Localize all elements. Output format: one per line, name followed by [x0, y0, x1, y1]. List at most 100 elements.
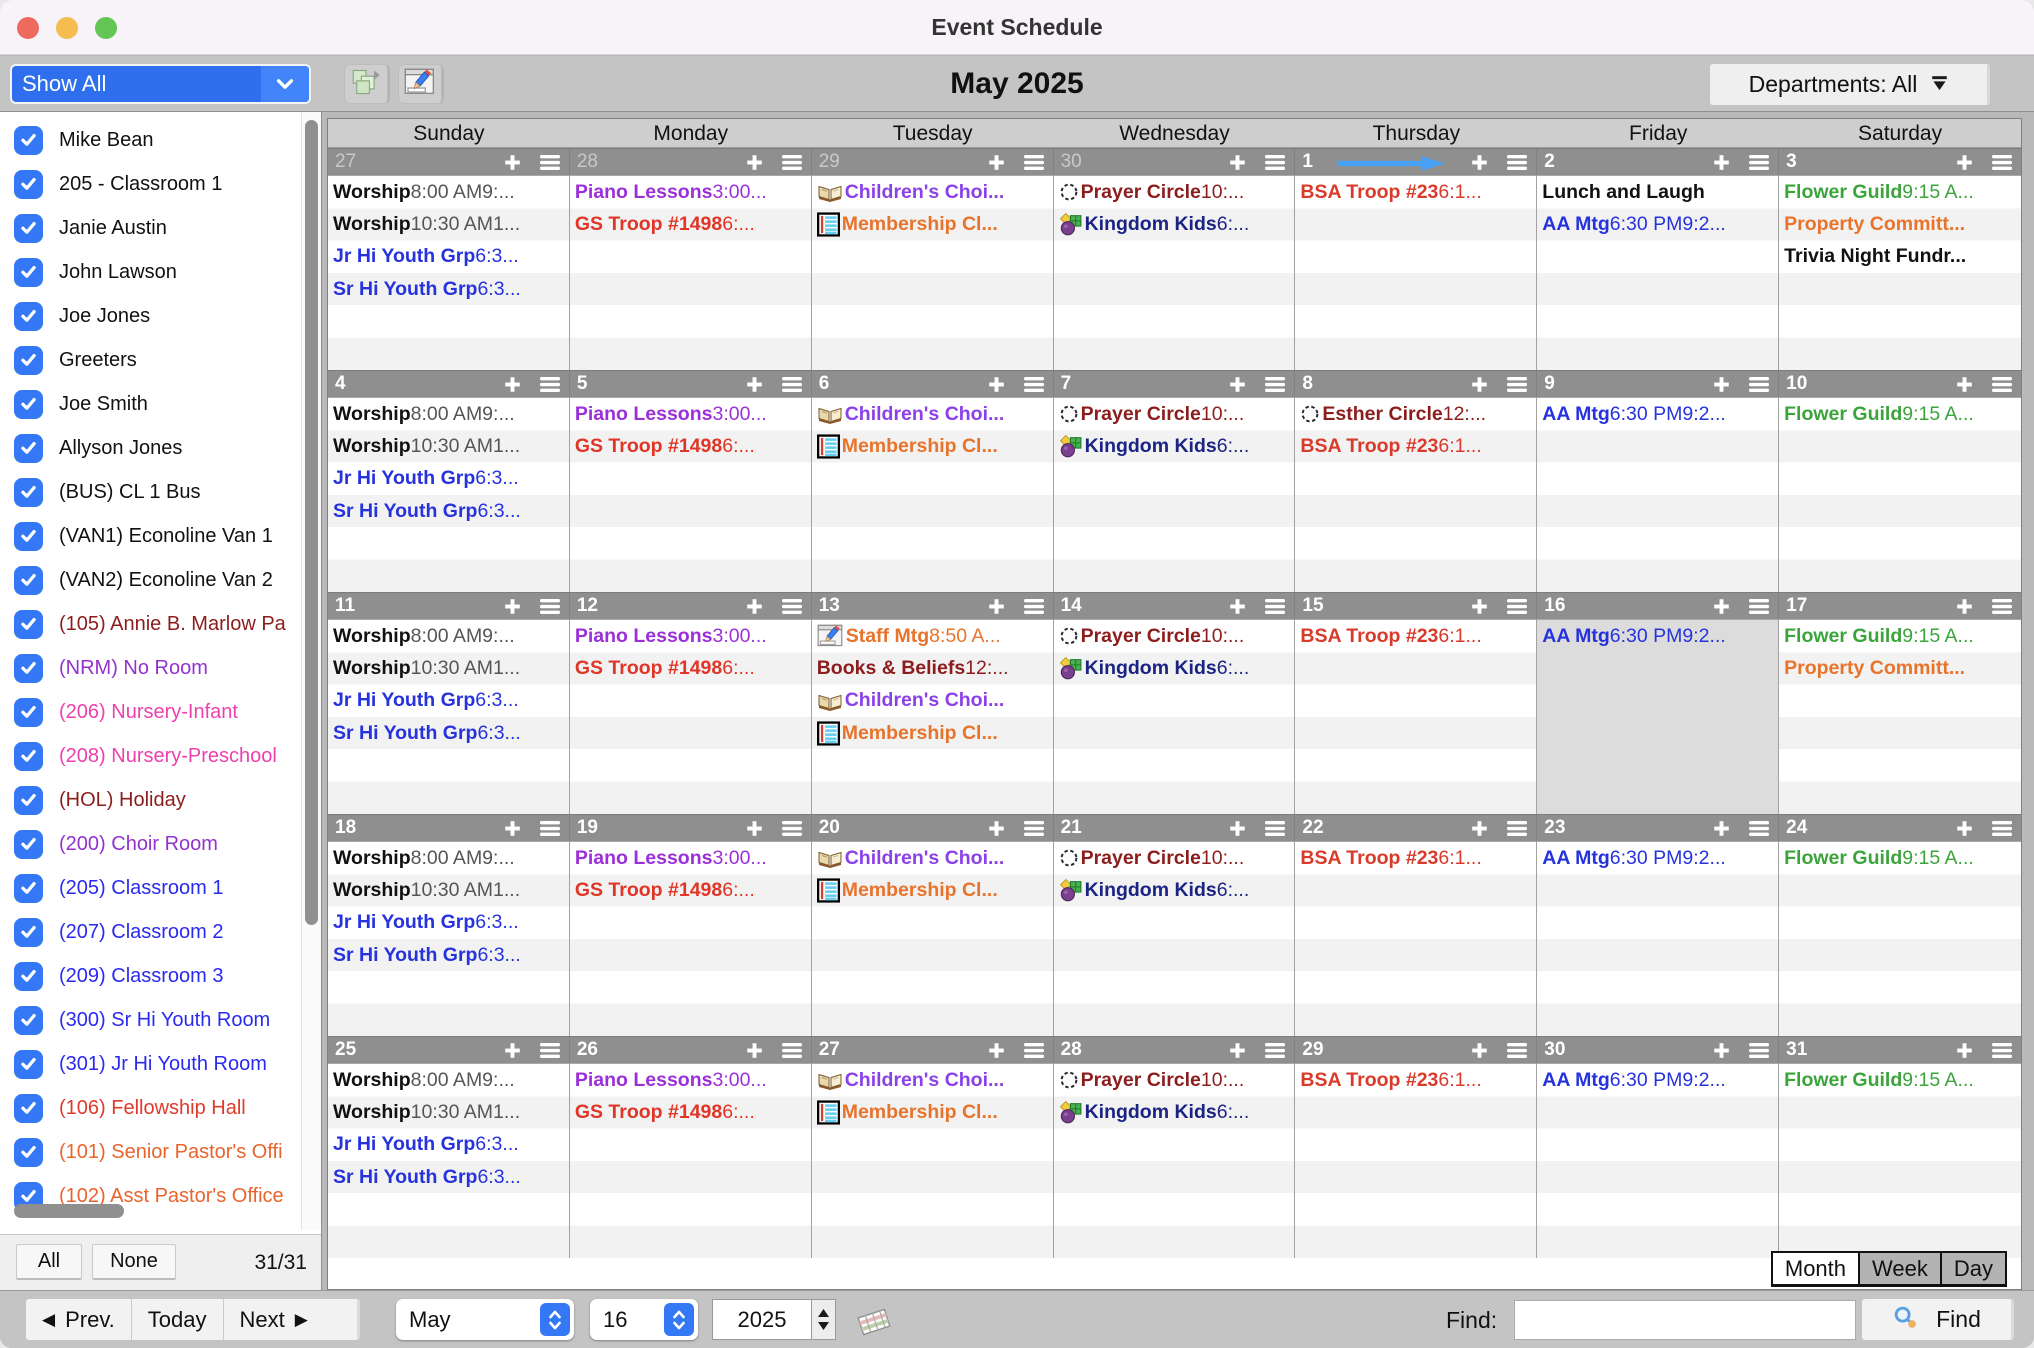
sidebar-item[interactable]: (200) Choir Room	[0, 822, 301, 866]
day-menu-button[interactable]	[1507, 1042, 1528, 1058]
event[interactable]: AA Mtg 6:30 PM9:2...	[1537, 208, 1778, 240]
find-input[interactable]	[1514, 1300, 1856, 1340]
day-cell[interactable]: Worship 8:00 AM9:... Worship 10:30 AM1... Jr…	[328, 842, 570, 1036]
day-cell[interactable]: Worship 8:00 AM9:... Worship 10:30 AM1... Jr…	[328, 176, 570, 370]
checkbox-checked[interactable]	[14, 565, 43, 595]
sidebar-item[interactable]: Allyson Jones	[0, 426, 301, 470]
event[interactable]: Worship 10:30 AM1...	[328, 208, 569, 240]
add-event-button[interactable]	[1713, 376, 1730, 393]
add-event-button[interactable]	[504, 154, 521, 171]
event[interactable]: Children's Choi...	[812, 398, 1053, 430]
day-cell[interactable]: BSA Troop #23 6:1...	[1295, 620, 1538, 814]
event[interactable]: Prayer Circle 10:...	[1054, 620, 1295, 652]
zoom-button[interactable]	[95, 17, 117, 39]
day-cell[interactable]: BSA Troop #23 6:1...	[1295, 1064, 1538, 1258]
sidebar-item[interactable]: (207) Classroom 2	[0, 910, 301, 954]
add-event-button[interactable]	[1471, 820, 1488, 837]
day-cell[interactable]: Piano Lessons 3:00... GS Troop #1498 6:...	[569, 398, 812, 592]
day-menu-button[interactable]	[1507, 820, 1528, 836]
event[interactable]: Kingdom Kids 6:...	[1054, 208, 1295, 240]
prev-button[interactable]: ◀ Prev.	[26, 1299, 132, 1340]
day-cell[interactable]: Flower Guild 9:15 A... Property Committ...…	[1779, 176, 2021, 370]
checkbox-checked[interactable]	[14, 961, 43, 991]
event[interactable]: AA Mtg 6:30 PM9:2...	[1537, 620, 1778, 652]
event[interactable]: Piano Lessons 3:00...	[570, 842, 811, 874]
day-menu-button[interactable]	[1023, 598, 1044, 614]
add-event-button[interactable]	[988, 154, 1005, 171]
event[interactable]: Sr Hi Youth Grp 6:3...	[328, 717, 569, 749]
find-button[interactable]: Find	[1862, 1299, 2014, 1340]
day-cell[interactable]: Lunch and Laugh AA Mtg 6:30 PM9:2...	[1537, 176, 1780, 370]
day-menu-button[interactable]	[539, 598, 560, 614]
day-menu-button[interactable]	[1992, 154, 2012, 170]
day-cell[interactable]: Children's Choi... Membership Cl...	[811, 1064, 1054, 1258]
today-button[interactable]: Today	[132, 1299, 224, 1340]
sidebar-item[interactable]: (206) Nursery-Infant	[0, 690, 301, 734]
checkbox-checked[interactable]	[14, 609, 43, 639]
add-event-button[interactable]	[988, 598, 1005, 615]
day-select[interactable]: 16	[590, 1299, 698, 1340]
chevron-down-icon[interactable]	[261, 66, 309, 102]
day-menu-button[interactable]	[539, 820, 560, 836]
sidebar-item[interactable]: (BUS) CL 1 Bus	[0, 470, 301, 514]
day-cell[interactable]: Piano Lessons 3:00... GS Troop #1498 6:...	[569, 620, 812, 814]
event[interactable]: GS Troop #1498 6:...	[570, 874, 811, 906]
event[interactable]: Children's Choi...	[812, 842, 1053, 874]
event[interactable]: Kingdom Kids 6:...	[1054, 652, 1295, 684]
day-cell[interactable]: Children's Choi... Membership Cl...	[811, 398, 1054, 592]
sidebar-vertical-scrollbar[interactable]	[301, 112, 321, 1230]
edit-event-button[interactable]	[398, 64, 444, 104]
day-menu-button[interactable]	[1023, 820, 1044, 836]
event[interactable]: Trivia Night Fundr...	[1779, 241, 2021, 273]
day-menu-button[interactable]	[1265, 598, 1286, 614]
event[interactable]: Membership Cl...	[812, 717, 1053, 749]
day-menu-button[interactable]	[1507, 598, 1528, 614]
event[interactable]: Lunch and Laugh	[1537, 176, 1778, 208]
event[interactable]: Piano Lessons 3:00...	[570, 620, 811, 652]
sidebar-item[interactable]: (101) Senior Pastor's Offi	[0, 1130, 301, 1174]
checkbox-checked[interactable]	[14, 917, 43, 947]
event[interactable]: Jr Hi Youth Grp 6:3...	[328, 1129, 569, 1161]
day-menu-button[interactable]	[539, 376, 560, 392]
day-menu-button[interactable]	[1749, 376, 1770, 392]
checkbox-checked[interactable]	[14, 257, 43, 287]
minimize-button[interactable]	[56, 17, 78, 39]
day-cell[interactable]: Esther Circle 12:... BSA Troop #23 6:1...	[1295, 398, 1538, 592]
event[interactable]: BSA Troop #23 6:1...	[1295, 430, 1536, 462]
add-event-button[interactable]	[1229, 1042, 1246, 1059]
event[interactable]: AA Mtg 6:30 PM9:2...	[1537, 1064, 1778, 1096]
day-cell[interactable]: Piano Lessons 3:00... GS Troop #1498 6:...	[569, 842, 812, 1036]
add-event-button[interactable]	[504, 1042, 521, 1059]
checkbox-checked[interactable]	[14, 169, 43, 199]
day-menu-button[interactable]	[1749, 1042, 1770, 1058]
event[interactable]: BSA Troop #23 6:1...	[1295, 1064, 1536, 1096]
event[interactable]: Sr Hi Youth Grp 6:3...	[328, 273, 569, 305]
day-cell[interactable]: Prayer Circle 10:... Kingdom Kids 6:...	[1053, 398, 1296, 592]
day-menu-button[interactable]	[1265, 1042, 1286, 1058]
sidebar-item[interactable]: (105) Annie B. Marlow Pa	[0, 602, 301, 646]
event[interactable]: Worship 8:00 AM9:...	[328, 842, 569, 874]
day-cell[interactable]: Flower Guild 9:15 A...	[1779, 398, 2021, 592]
day-menu-button[interactable]	[1023, 154, 1044, 170]
day-cell[interactable]: Prayer Circle 10:... Kingdom Kids 6:...	[1053, 1064, 1296, 1258]
event[interactable]: Worship 10:30 AM1...	[328, 874, 569, 906]
day-cell[interactable]: Children's Choi... Membership Cl...	[811, 842, 1054, 1036]
day-menu-button[interactable]	[1023, 376, 1044, 392]
event[interactable]: Property Committ...	[1779, 652, 2021, 684]
day-cell[interactable]: BSA Troop #23 6:1...	[1295, 842, 1538, 1036]
event[interactable]: Worship 8:00 AM9:...	[328, 398, 569, 430]
sidebar-item[interactable]: (209) Classroom 3	[0, 954, 301, 998]
event[interactable]: Prayer Circle 10:...	[1054, 398, 1295, 430]
checkbox-checked[interactable]	[14, 697, 43, 727]
year-stepper[interactable]	[812, 1299, 836, 1340]
event[interactable]: Kingdom Kids 6:...	[1054, 430, 1295, 462]
day-cell[interactable]: AA Mtg 6:30 PM9:2...	[1537, 398, 1780, 592]
add-event-button[interactable]	[1956, 598, 1973, 615]
event[interactable]: Flower Guild 9:15 A...	[1779, 842, 2021, 874]
sidebar-item[interactable]: (VAN1) Econoline Van 1	[0, 514, 301, 558]
sidebar-item[interactable]: (301) Jr Hi Youth Room	[0, 1042, 301, 1086]
close-button[interactable]	[17, 17, 39, 39]
day-menu-button[interactable]	[1023, 1042, 1044, 1058]
checkbox-checked[interactable]	[14, 1093, 43, 1123]
sidebar-item[interactable]: (HOL) Holiday	[0, 778, 301, 822]
